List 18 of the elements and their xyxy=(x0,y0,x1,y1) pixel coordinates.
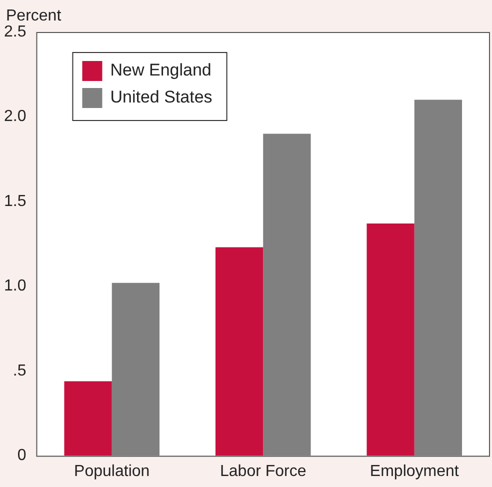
legend-label: United States xyxy=(110,88,212,107)
x-tick-label: Employment xyxy=(370,462,460,480)
x-tick-label: Labor Force xyxy=(220,462,306,480)
legend-label: New England xyxy=(110,60,212,80)
bar xyxy=(112,282,160,456)
y-axis-title: Percent xyxy=(6,7,62,24)
y-tick-label: .5 xyxy=(12,362,26,380)
y-tick-label: 2.0 xyxy=(4,108,26,126)
bar xyxy=(263,134,311,456)
bar xyxy=(414,100,462,456)
y-tick-label: 0 xyxy=(17,447,26,464)
y-tick-label: 1.5 xyxy=(4,192,26,210)
y-tick-label: 2.5 xyxy=(4,23,26,40)
x-tick-label: Population xyxy=(74,462,150,480)
bar xyxy=(366,224,414,456)
bar xyxy=(215,247,264,456)
bar xyxy=(64,381,112,456)
y-tick-label: 1.0 xyxy=(4,278,26,295)
